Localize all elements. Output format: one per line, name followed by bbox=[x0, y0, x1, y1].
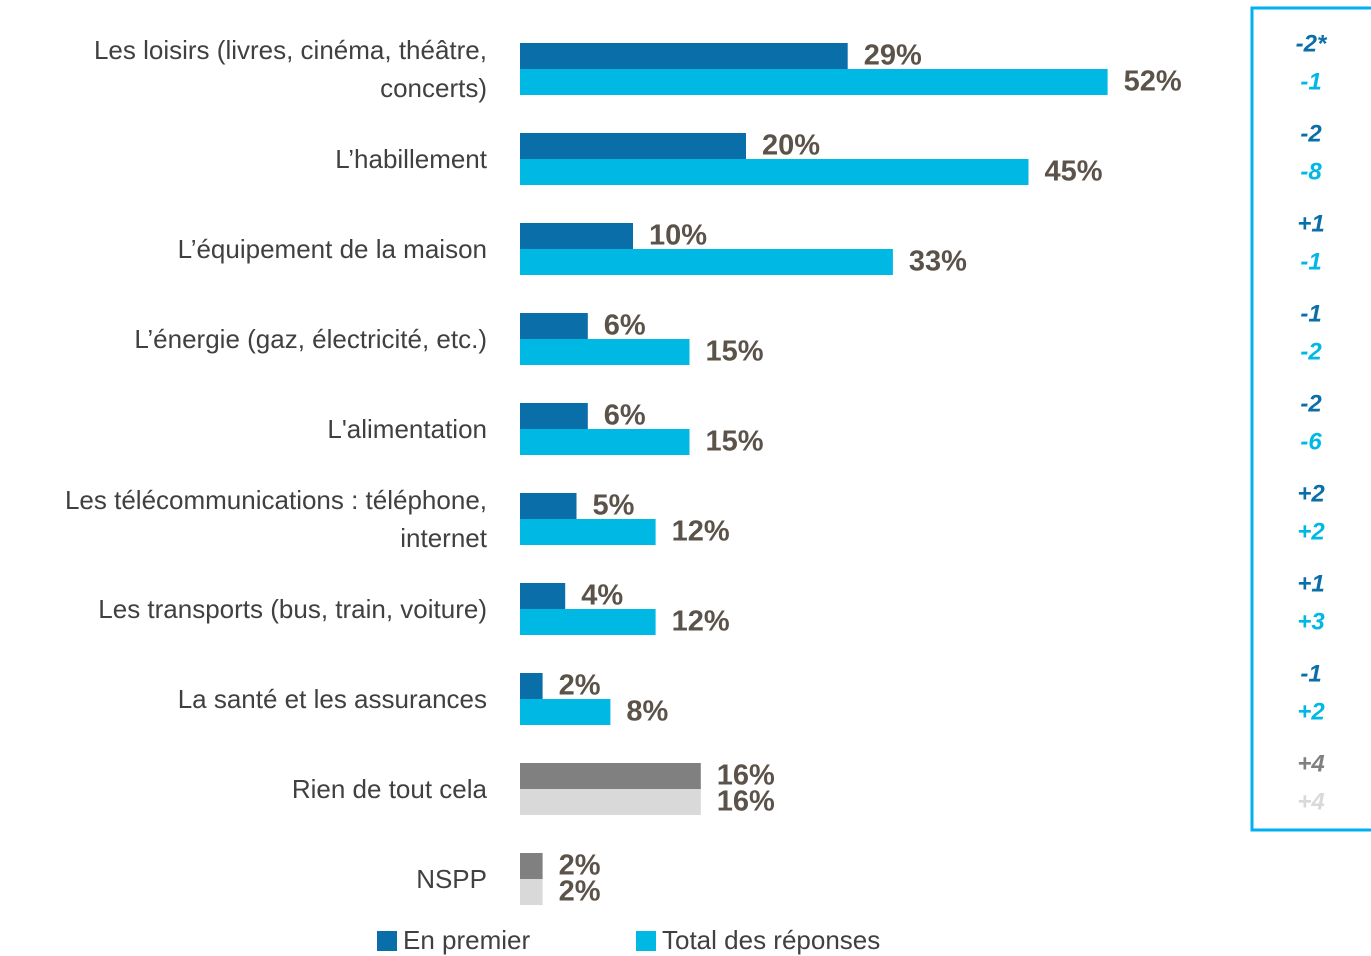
legend-label: En premier bbox=[403, 925, 530, 955]
bar bbox=[520, 313, 588, 339]
bar bbox=[520, 133, 746, 159]
changes-box bbox=[1250, 6, 1371, 832]
change-label: +3 bbox=[1297, 608, 1325, 635]
value-label: 2% bbox=[559, 670, 601, 702]
value-label: 29% bbox=[864, 40, 922, 72]
bar bbox=[520, 69, 1108, 95]
change-label: +4 bbox=[1297, 750, 1324, 777]
change-label: -1 bbox=[1300, 68, 1321, 95]
bar bbox=[520, 673, 543, 699]
bar bbox=[520, 249, 893, 275]
change-label: -1 bbox=[1300, 300, 1321, 327]
change-label: -2 bbox=[1300, 338, 1322, 365]
value-label: 2% bbox=[559, 876, 601, 908]
value-label: 10% bbox=[649, 220, 707, 252]
bar bbox=[520, 519, 656, 545]
value-label: 6% bbox=[604, 310, 646, 342]
value-label: 12% bbox=[672, 516, 730, 548]
legend-swatch bbox=[636, 931, 656, 951]
category-label: Les télécommunications : téléphone, inte… bbox=[64, 485, 487, 553]
change-label: +1 bbox=[1297, 210, 1324, 237]
bar bbox=[520, 763, 701, 789]
value-label: 15% bbox=[706, 426, 764, 458]
category-label: Les transports (bus, train, voiture) bbox=[98, 594, 487, 624]
change-label: +2 bbox=[1297, 480, 1325, 507]
bar bbox=[520, 609, 656, 635]
bar bbox=[520, 699, 611, 725]
bar bbox=[520, 43, 848, 69]
value-label: 16% bbox=[717, 786, 775, 818]
category-label: Rien de tout cela bbox=[291, 774, 487, 804]
value-label: 8% bbox=[626, 696, 668, 728]
category-label: La santé et les assurances bbox=[177, 684, 487, 714]
category-label: Les loisirs (livres, cinéma, théâtre, co… bbox=[93, 35, 487, 103]
value-label: 15% bbox=[706, 336, 764, 368]
change-label: +4 bbox=[1297, 788, 1324, 815]
legend-swatch bbox=[377, 931, 397, 951]
value-label: 33% bbox=[909, 246, 967, 278]
value-label: 2% bbox=[559, 850, 601, 882]
category-label: L'alimentation bbox=[327, 414, 487, 444]
bar bbox=[520, 339, 690, 365]
value-label: 45% bbox=[1045, 156, 1103, 188]
bar bbox=[520, 583, 566, 609]
category-label: L’équipement de la maison bbox=[177, 234, 487, 264]
value-label: 5% bbox=[593, 490, 635, 522]
category-label: L’habillement bbox=[335, 144, 487, 174]
change-label: +2 bbox=[1297, 518, 1325, 545]
value-label: 16% bbox=[717, 760, 775, 792]
change-label: -1 bbox=[1300, 660, 1321, 687]
value-label: 4% bbox=[581, 580, 623, 612]
change-label: -1 bbox=[1300, 248, 1321, 275]
bar bbox=[520, 403, 588, 429]
change-label: -2 bbox=[1300, 120, 1322, 147]
bar bbox=[520, 429, 690, 455]
change-label: -6 bbox=[1300, 428, 1322, 455]
legend-label: Total des réponses bbox=[662, 925, 880, 955]
change-label: -8 bbox=[1300, 158, 1322, 185]
bar bbox=[520, 159, 1029, 185]
change-label: +2 bbox=[1297, 698, 1325, 725]
value-label: 6% bbox=[604, 400, 646, 432]
change-label: -2 bbox=[1300, 390, 1322, 417]
category-label: L’énergie (gaz, électricité, etc.) bbox=[134, 324, 487, 354]
category-label: NSPP bbox=[416, 864, 487, 894]
bar bbox=[520, 223, 633, 249]
bar bbox=[520, 853, 543, 879]
bar bbox=[520, 493, 577, 519]
change-label: -2* bbox=[1296, 30, 1328, 57]
value-label: 20% bbox=[762, 130, 820, 162]
bar bbox=[520, 879, 543, 905]
value-label: 52% bbox=[1124, 66, 1182, 98]
change-label: +1 bbox=[1297, 570, 1324, 597]
bar bbox=[520, 789, 701, 815]
value-label: 12% bbox=[672, 606, 730, 638]
